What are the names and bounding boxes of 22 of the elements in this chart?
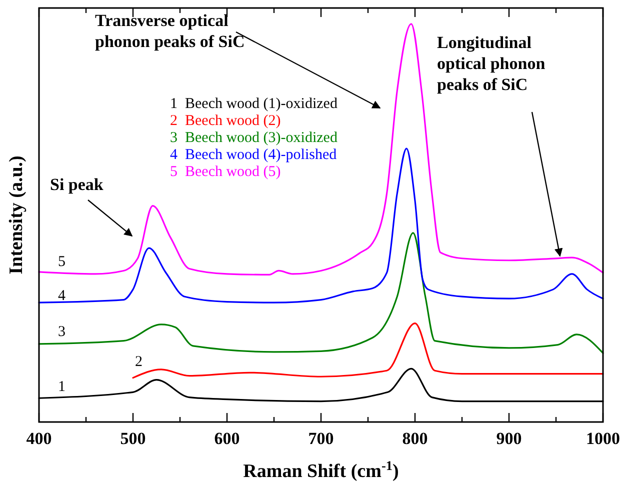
text: 2 Beech wood (2) bbox=[170, 113, 281, 129]
x-tick-label: 700 bbox=[308, 429, 334, 448]
annotation: 5 bbox=[58, 254, 66, 270]
x-tick-label: 600 bbox=[214, 429, 240, 448]
x-tick-label: 500 bbox=[120, 429, 146, 448]
annotation: 4 bbox=[58, 288, 66, 304]
y-axis-title: Intensity (a.u.) bbox=[6, 156, 27, 274]
text: 4 Beech wood (4)-polished bbox=[170, 147, 338, 163]
annotation: Longitudinal optical phonon peaks of SiC bbox=[437, 33, 546, 94]
annotation: 3 bbox=[58, 324, 66, 340]
text: 3 Beech wood (3)-oxidized bbox=[170, 130, 338, 146]
x-tick-label: 400 bbox=[26, 429, 52, 448]
text: 1 Beech wood (1)-oxidized bbox=[170, 96, 338, 112]
text: 5 Beech wood (5) bbox=[170, 164, 281, 180]
x-tick-label: 1000 bbox=[586, 429, 620, 448]
annotation: Si peak bbox=[50, 175, 104, 194]
x-axis-title: Raman Shift (cm$^{-1}$) bbox=[243, 458, 399, 482]
x-tick-label: 800 bbox=[402, 429, 428, 448]
annotation: 2 bbox=[135, 354, 142, 370]
annotation: 1 bbox=[58, 379, 66, 395]
x-tick-label: 900 bbox=[496, 429, 522, 448]
annotation: Transverse optical phonon peaks of SiC bbox=[95, 11, 245, 51]
